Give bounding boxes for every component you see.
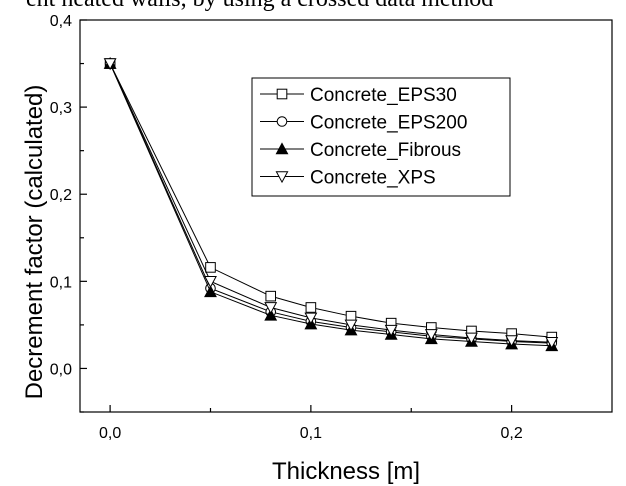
series-layer <box>103 56 559 352</box>
y-tick-label: 0,4 <box>50 13 72 30</box>
page-top-text: ent heated walls, by using a crossed dat… <box>26 0 626 13</box>
data-point <box>264 308 278 321</box>
x-tick-label: 0,1 <box>300 425 322 442</box>
data-point <box>465 332 478 345</box>
legend-items: Concrete_EPS30 Concrete_EPS200 Concrete_Fi… <box>260 85 467 189</box>
series-line <box>109 63 552 344</box>
legend-label: Concrete_Fibrous <box>310 140 461 161</box>
data-point <box>265 290 277 302</box>
series-line <box>109 63 552 347</box>
data-point <box>305 302 317 313</box>
y-tick-label: 0,0 <box>50 361 72 378</box>
data-point <box>205 262 216 273</box>
data-point <box>204 276 217 288</box>
legend-marker <box>276 88 288 100</box>
x-tick-label: 0,0 <box>99 425 121 442</box>
legend: Concrete_EPS30 Concrete_EPS200 Concrete_Fi… <box>251 77 511 197</box>
data-point <box>344 319 358 332</box>
y-tick-label: 0,2 <box>50 187 72 204</box>
data-point <box>204 285 217 298</box>
data-point <box>505 335 519 348</box>
legend-marker <box>276 116 288 127</box>
legend-label: Concrete_XPS <box>310 168 436 189</box>
data-point <box>264 302 278 315</box>
y-tick-label: 0,3 <box>50 100 72 117</box>
y-axis-title: Decrement factor (calculated) <box>21 85 48 400</box>
data-point <box>424 329 438 342</box>
data-point <box>384 324 398 337</box>
series-3 <box>103 58 559 349</box>
data-point <box>103 58 117 71</box>
plot-frame <box>79 19 613 413</box>
legend-item: Concrete_XPS <box>260 168 436 189</box>
legend-marker <box>275 142 289 155</box>
legend-item: Concrete_Fibrous <box>260 140 461 161</box>
legend-item: Concrete_EPS200 <box>260 113 467 134</box>
data-point <box>304 312 318 325</box>
legend-item: Concrete_EPS30 <box>260 85 457 106</box>
x-axis-title: Thickness [m] <box>272 458 420 485</box>
data-point <box>545 337 559 349</box>
legend-label: Concrete_EPS200 <box>310 113 467 134</box>
series-line <box>109 63 552 343</box>
legend-label: Concrete_EPS30 <box>310 85 457 106</box>
data-point <box>345 310 357 322</box>
legend-marker <box>275 171 289 184</box>
y-tick-label: 0,1 <box>50 274 72 291</box>
axis-layer: 0,0 0,1 0,2 0,3 0,4 0,0 0,1 0,2 <box>50 13 523 442</box>
series-line <box>109 63 552 338</box>
x-tick-label: 0,2 <box>500 425 522 442</box>
series-2 <box>103 56 559 352</box>
